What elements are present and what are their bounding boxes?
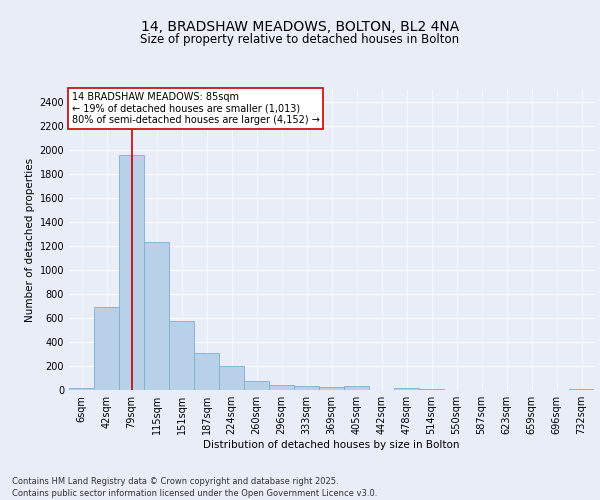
Y-axis label: Number of detached properties: Number of detached properties xyxy=(25,158,35,322)
Bar xyxy=(94,307,119,390)
Bar xyxy=(294,386,319,390)
X-axis label: Distribution of detached houses by size in Bolton: Distribution of detached houses by size … xyxy=(203,440,460,450)
Bar xyxy=(169,321,194,390)
Bar xyxy=(144,242,169,390)
Bar xyxy=(194,354,219,390)
Text: Size of property relative to detached houses in Bolton: Size of property relative to detached ho… xyxy=(140,32,460,46)
Text: 14 BRADSHAW MEADOWS: 85sqm
← 19% of detached houses are smaller (1,013)
80% of s: 14 BRADSHAW MEADOWS: 85sqm ← 19% of deta… xyxy=(71,92,320,124)
Bar xyxy=(319,387,344,390)
Text: 14, BRADSHAW MEADOWS, BOLTON, BL2 4NA: 14, BRADSHAW MEADOWS, BOLTON, BL2 4NA xyxy=(141,20,459,34)
Bar xyxy=(394,388,419,390)
Bar xyxy=(69,388,94,390)
Text: Contains HM Land Registry data © Crown copyright and database right 2025.
Contai: Contains HM Land Registry data © Crown c… xyxy=(12,476,377,498)
Bar xyxy=(344,386,369,390)
Bar xyxy=(119,155,144,390)
Bar xyxy=(269,384,294,390)
Bar xyxy=(219,366,244,390)
Bar xyxy=(244,381,269,390)
